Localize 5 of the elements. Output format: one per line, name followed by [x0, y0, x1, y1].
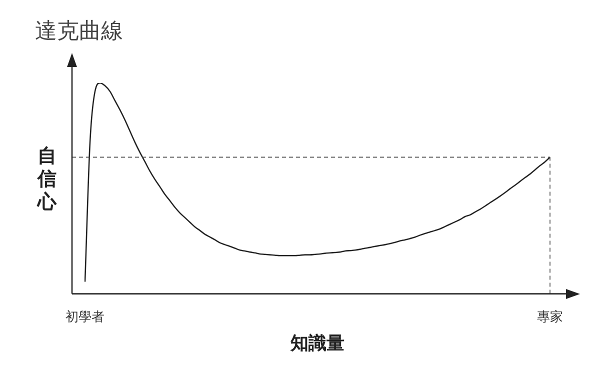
y-axis-title: 自信心	[36, 145, 58, 214]
x-axis-title: 知識量	[290, 332, 344, 354]
x-tick-label: 專家	[537, 308, 563, 325]
chart-title: 達克曲線	[35, 18, 123, 46]
x-tick-label: 初學者	[66, 310, 104, 325]
